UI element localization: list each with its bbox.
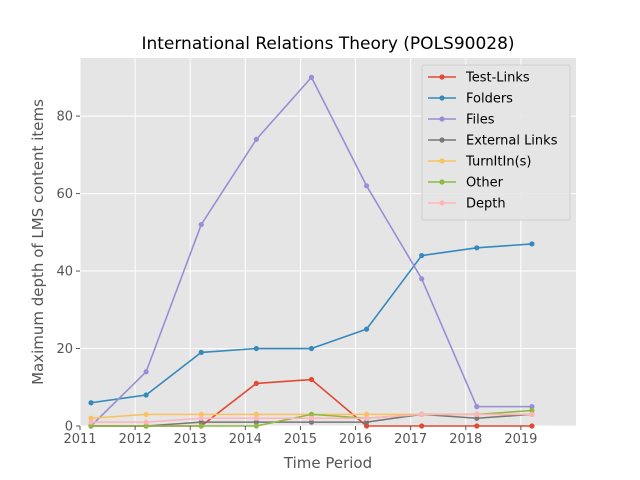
- data-point: [363, 415, 370, 421]
- series-folders: [88, 241, 535, 406]
- chart-title: International Relations Theory (POLS9002…: [141, 34, 514, 54]
- y-tick-label: 60: [56, 187, 73, 202]
- x-tick-label: 2016: [339, 432, 372, 447]
- series-layer: [88, 74, 535, 429]
- data-point: [253, 411, 259, 417]
- data-point: [198, 423, 204, 429]
- x-tick-label: 2015: [284, 432, 317, 447]
- series-depth: [88, 411, 535, 425]
- x-tick-label: 2019: [504, 432, 537, 447]
- data-point: [363, 326, 370, 332]
- data-point: [308, 411, 315, 417]
- data-point: [198, 415, 204, 421]
- data-point: [88, 419, 94, 425]
- data-point: [198, 221, 204, 228]
- legend-label: Depth: [466, 197, 506, 212]
- data-point: [253, 345, 259, 352]
- x-tick-label: 2017: [394, 432, 427, 447]
- legend-item: Test-Links: [428, 71, 530, 86]
- data-point: [308, 74, 315, 80]
- legend-item: TurnItIn(s): [428, 155, 531, 170]
- data-point: [253, 136, 259, 142]
- legend-swatch-marker: [439, 116, 445, 122]
- data-point: [308, 419, 315, 425]
- x-axis-ticks: 2011 2012 2013 2014 2015 2016 2017 2018 2019: [63, 426, 537, 447]
- legend: Test-Links Folders Files External Links Turn…: [421, 64, 571, 221]
- x-tick-label: 2014: [229, 432, 262, 447]
- y-tick-label: 80: [56, 110, 73, 125]
- y-tick-label: 40: [56, 265, 73, 280]
- data-point: [419, 276, 425, 282]
- data-point: [143, 392, 149, 398]
- data-point: [143, 369, 149, 375]
- data-point: [308, 345, 315, 352]
- data-point: [363, 183, 370, 189]
- legend-swatch-marker: [439, 200, 445, 206]
- x-tick-label: 2013: [174, 432, 207, 447]
- legend-swatch-marker: [439, 179, 445, 185]
- data-point: [88, 400, 94, 406]
- data-point: [253, 380, 259, 386]
- legend-swatch-marker: [439, 95, 445, 101]
- legend-label: TurnItIn(s): [465, 155, 531, 170]
- data-point: [419, 411, 425, 417]
- legend-item: Files: [428, 113, 495, 128]
- data-point: [529, 407, 535, 414]
- data-point: [474, 415, 480, 421]
- y-axis-ticks: 0 20 40 60 80: [56, 110, 80, 435]
- data-point: [253, 415, 259, 421]
- data-point: [88, 423, 94, 429]
- data-point: [198, 349, 204, 355]
- y-axis-title: Maximum depth of LMS content items: [29, 99, 47, 385]
- legend-box: [421, 64, 571, 221]
- legend-label: Folders: [466, 92, 513, 107]
- data-point: [474, 411, 480, 417]
- data-point: [474, 245, 480, 251]
- data-point: [253, 419, 259, 425]
- y-tick-label: 20: [56, 342, 73, 357]
- x-tick-label: 2011: [63, 432, 96, 447]
- legend-label: Other: [466, 176, 504, 191]
- data-point: [198, 411, 204, 417]
- data-point: [529, 404, 535, 410]
- x-tick-label: 2012: [119, 432, 152, 447]
- data-point: [529, 423, 535, 429]
- y-tick-label: 0: [65, 420, 73, 435]
- data-point: [143, 423, 149, 429]
- legend-label: External Links: [466, 134, 558, 149]
- data-point: [198, 419, 204, 425]
- data-point: [474, 404, 480, 410]
- data-point: [419, 423, 425, 429]
- x-tick-label: 2018: [449, 432, 482, 447]
- legend-swatch-marker: [439, 137, 445, 143]
- legend-swatch-marker: [439, 158, 445, 164]
- data-point: [529, 241, 535, 247]
- legend-item: Depth: [428, 197, 506, 212]
- data-point: [88, 415, 94, 421]
- x-axis-title: Time Period: [283, 454, 372, 472]
- data-point: [419, 252, 425, 259]
- data-point: [308, 415, 315, 421]
- data-point: [363, 419, 370, 425]
- legend-label: Files: [466, 113, 495, 128]
- data-point: [253, 423, 259, 429]
- data-point: [143, 411, 149, 417]
- legend-swatch-marker: [439, 74, 445, 80]
- legend-item: External Links: [428, 134, 558, 149]
- data-point: [363, 423, 370, 429]
- data-point: [529, 411, 535, 417]
- legend-label: Test-Links: [465, 71, 530, 86]
- data-point: [474, 423, 480, 429]
- legend-item: Other: [428, 176, 504, 191]
- data-point: [363, 411, 370, 417]
- data-point: [143, 419, 149, 425]
- legend-item: Folders: [428, 92, 513, 107]
- data-point: [308, 376, 315, 383]
